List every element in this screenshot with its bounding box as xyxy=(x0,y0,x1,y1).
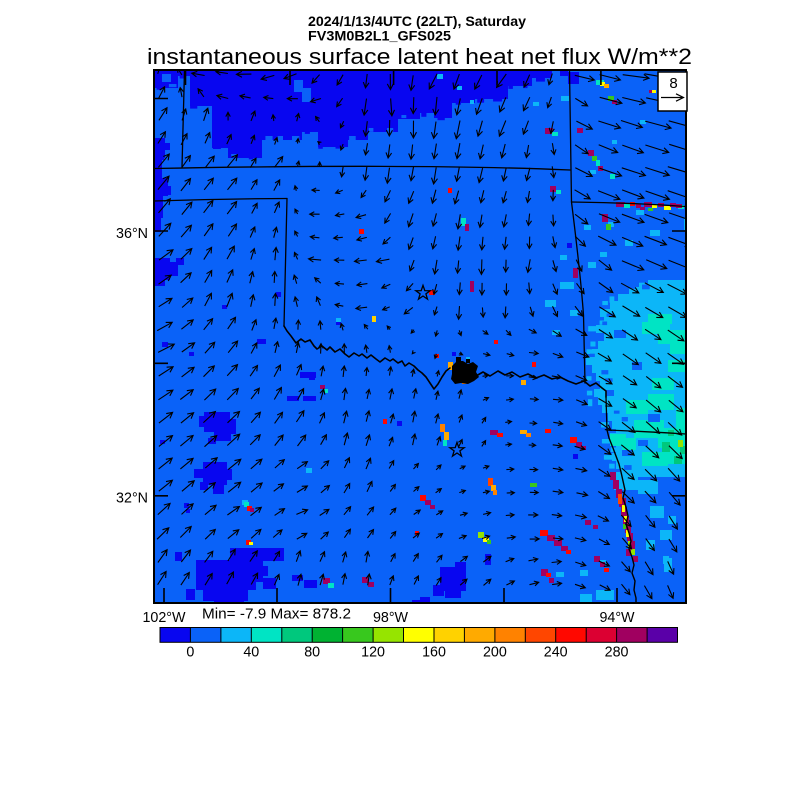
svg-text:instantaneous surface latent h: instantaneous surface latent heat net fl… xyxy=(147,44,692,69)
svg-text:102°W: 102°W xyxy=(142,610,186,626)
svg-text:FV3M0B2L1_GFS025: FV3M0B2L1_GFS025 xyxy=(308,28,451,44)
svg-text:0: 0 xyxy=(186,645,194,661)
svg-text:Min= -7.9 Max= 878.2: Min= -7.9 Max= 878.2 xyxy=(202,607,351,623)
svg-text:80: 80 xyxy=(304,645,320,661)
svg-text:32°N: 32°N xyxy=(116,491,148,507)
svg-text:2024/1/13/4UTC (22LT), Saturda: 2024/1/13/4UTC (22LT), Saturday xyxy=(308,13,526,29)
svg-text:98°W: 98°W xyxy=(373,610,409,626)
svg-text:200: 200 xyxy=(483,645,507,661)
svg-text:280: 280 xyxy=(605,645,629,661)
svg-text:120: 120 xyxy=(361,645,385,661)
svg-text:8: 8 xyxy=(669,75,677,92)
svg-text:40: 40 xyxy=(243,645,259,661)
svg-text:94°W: 94°W xyxy=(599,610,635,626)
svg-text:160: 160 xyxy=(422,645,446,661)
svg-text:240: 240 xyxy=(544,645,568,661)
svg-text:36°N: 36°N xyxy=(116,226,148,242)
